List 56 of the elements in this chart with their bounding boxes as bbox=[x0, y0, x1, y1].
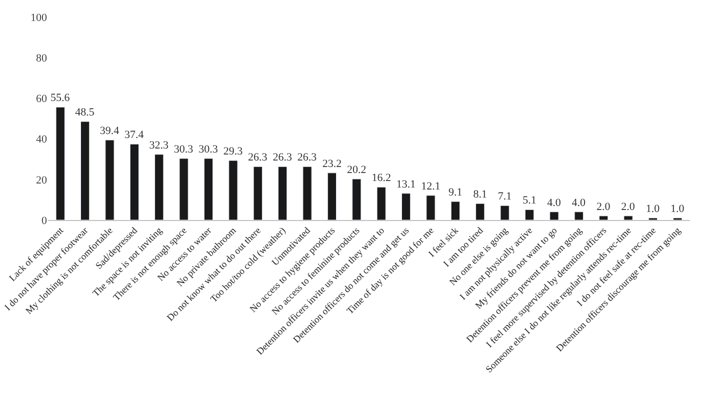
data-label: 26.3 bbox=[297, 152, 318, 164]
data-label: 23.2 bbox=[322, 158, 342, 170]
data-label: 2.0 bbox=[621, 200, 636, 213]
bar bbox=[80, 121, 90, 220]
bar bbox=[352, 178, 362, 220]
bar bbox=[105, 140, 114, 220]
y-tick-label: 20 bbox=[36, 174, 48, 186]
bar bbox=[228, 160, 238, 220]
data-label: 7.1 bbox=[498, 190, 512, 203]
bar bbox=[302, 166, 312, 220]
bar bbox=[253, 166, 262, 220]
data-label: 8.1 bbox=[473, 188, 487, 201]
data-label: 39.4 bbox=[100, 125, 120, 138]
y-tick-label: 100 bbox=[30, 12, 48, 24]
bar bbox=[130, 144, 139, 220]
bar bbox=[56, 106, 65, 220]
data-label: 26.3 bbox=[272, 152, 292, 164]
data-label: 37.4 bbox=[124, 129, 144, 142]
bar bbox=[327, 172, 337, 220]
data-label: 13.1 bbox=[396, 178, 416, 190]
y-tick-label: 60 bbox=[36, 93, 48, 106]
data-label: 30.3 bbox=[174, 143, 194, 156]
data-label: 26.3 bbox=[248, 152, 268, 164]
data-label: 29.3 bbox=[223, 146, 244, 158]
bar bbox=[524, 209, 534, 220]
data-label: 55.6 bbox=[50, 92, 70, 104]
bar bbox=[599, 216, 608, 220]
bar bbox=[278, 166, 288, 220]
data-label: 5.1 bbox=[522, 194, 536, 207]
data-label: 48.5 bbox=[75, 106, 95, 119]
bar bbox=[204, 158, 214, 220]
y-tick-label: 0 bbox=[42, 214, 48, 227]
data-label: 1.0 bbox=[670, 202, 685, 215]
data-label: 16.2 bbox=[372, 172, 391, 184]
bar bbox=[500, 205, 510, 220]
bar bbox=[179, 158, 188, 220]
bar bbox=[574, 212, 584, 220]
bar bbox=[450, 201, 460, 220]
data-label: 4.0 bbox=[572, 196, 586, 209]
bar bbox=[154, 154, 164, 220]
data-label: 9.1 bbox=[448, 186, 462, 199]
bar bbox=[401, 193, 411, 220]
data-label: 4.0 bbox=[547, 196, 562, 209]
data-label: 1.0 bbox=[646, 202, 660, 215]
bar bbox=[624, 216, 633, 220]
data-label: 12.1 bbox=[421, 180, 440, 192]
y-tick-label: 40 bbox=[36, 134, 48, 146]
bar bbox=[476, 203, 485, 220]
bar bbox=[550, 212, 559, 220]
data-label: 20.2 bbox=[347, 164, 366, 176]
bar bbox=[426, 195, 436, 220]
bar bbox=[376, 186, 386, 220]
data-label: 2.0 bbox=[596, 200, 611, 213]
data-label: 32.3 bbox=[149, 139, 169, 152]
data-label: 30.3 bbox=[198, 143, 218, 156]
y-tick-label: 80 bbox=[36, 52, 48, 64]
